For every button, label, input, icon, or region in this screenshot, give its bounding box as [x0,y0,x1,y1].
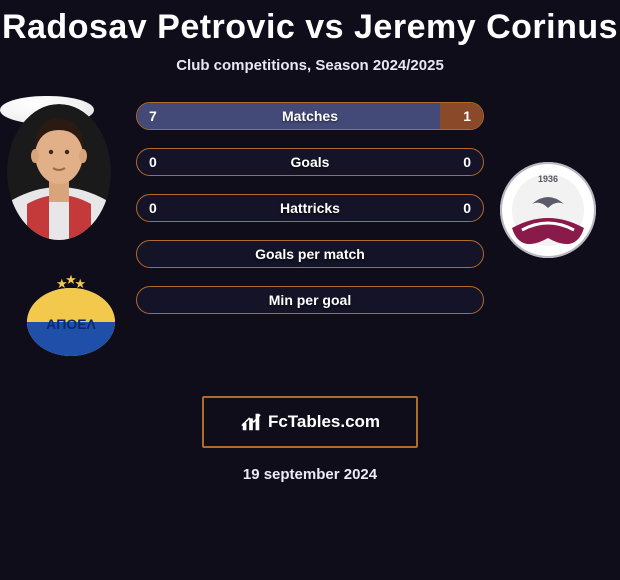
stat-bar-value-left: 0 [137,195,169,221]
page-title: Radosav Petrovic vs Jeremy Corinus [0,0,620,47]
player-left-club-badge: ΑΠΟΕΛ ★ ★ ★ [22,272,120,358]
stat-bar: Min per goal [136,286,484,314]
stat-bar: Matches7 1 [136,102,484,130]
subtitle: Club competitions, Season 2024/2025 [0,57,620,74]
comparison-arena: ΑΠΟΕΛ ★ ★ ★ 1936 Matches71Goals00Hattric… [0,96,620,396]
stat-bar-label: Goals [137,149,483,175]
stat-bar: Goals per match [136,240,484,268]
stat-bar-value-right: 0 [451,149,483,175]
stat-bars: Matches71Goals00Hattricks00Goals per mat… [136,102,484,332]
bars-icon [240,411,262,433]
player-left-avatar [7,104,111,240]
player-right-club-badge: 1936 [498,160,598,260]
stat-bar-value-right: 0 [451,195,483,221]
date: 19 september 2024 [0,466,620,483]
stat-bar-value-left: 0 [137,149,169,175]
stat-bar-value-left: 7 [137,103,169,129]
stat-bar: Goals0 0 [136,148,484,176]
stat-bar-label: Min per goal [137,287,483,313]
svg-text:★: ★ [74,276,86,291]
club-right-year: 1936 [538,174,558,184]
fctables-badge: FcTables.com [202,396,418,448]
club-left-text: ΑΠΟΕΛ [46,316,96,332]
stat-bar-label: Matches [137,103,483,129]
stat-bar-value-right: 1 [451,103,483,129]
stat-bar-label: Goals per match [137,241,483,267]
stat-bar: Hattricks0 0 [136,194,484,222]
stat-bar-label: Hattricks [137,195,483,221]
fctables-text: FcTables.com [268,412,380,432]
